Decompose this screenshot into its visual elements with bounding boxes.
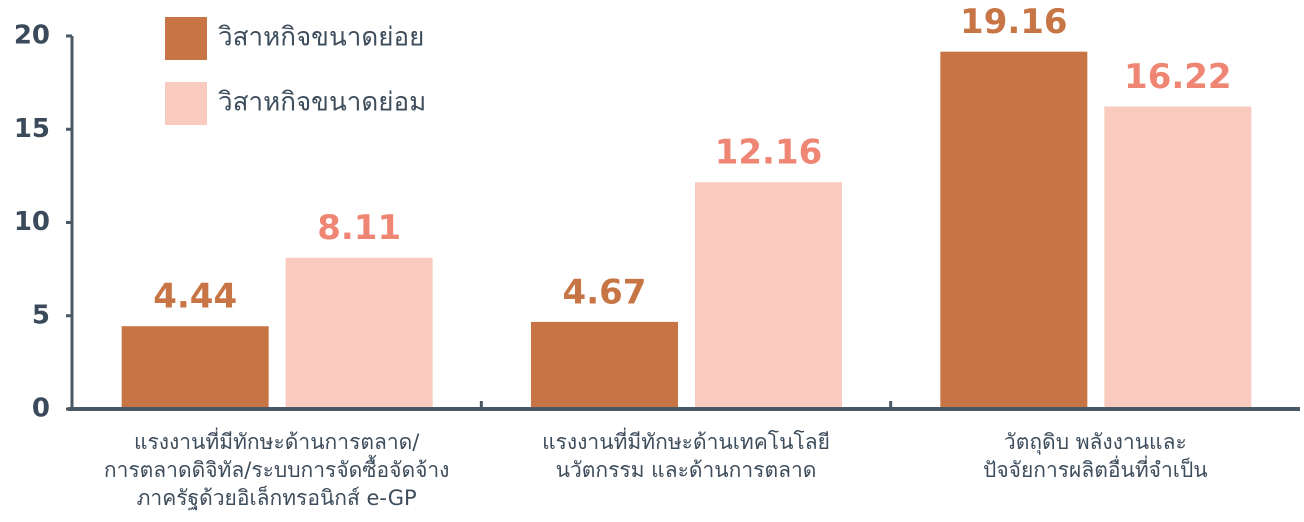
legend-label: วิสาหกิจขนาดย่อย (218, 23, 425, 53)
bar (285, 257, 433, 409)
x-tick-label: วัตถุดิบ พลังงานและ ปัจจัยการผลิตอื่นที่… (983, 430, 1208, 482)
bar (121, 326, 269, 409)
bar (695, 182, 842, 409)
x-tick-label: แรงงานที่มีทักษะด้านเทคโนโลยี นวัตกรรม แ… (542, 430, 830, 482)
value-label: 4.44 (153, 277, 237, 317)
value-label: 4.67 (563, 272, 647, 312)
y-tick-label: 5 (32, 300, 50, 330)
bar (1104, 106, 1252, 409)
value-label: 19.16 (960, 2, 1068, 42)
y-tick-label: 0 (32, 394, 50, 424)
y-tick-label: 20 (14, 21, 50, 51)
y-tick-label: 15 (14, 114, 50, 144)
legend-swatch (165, 17, 207, 60)
value-label: 12.16 (715, 133, 823, 173)
value-label: 16.22 (1124, 57, 1232, 97)
bar (940, 51, 1088, 409)
bar (531, 321, 678, 409)
legend-label: วิสาหกิจขนาดย่อม (218, 88, 427, 118)
legend-swatch (165, 82, 207, 125)
x-tick-label: แรงงานที่มีทักษะด้านการตลาด/ การตลาดดิจิ… (103, 430, 450, 510)
value-label: 8.11 (317, 208, 401, 248)
y-tick-label: 10 (14, 207, 50, 237)
